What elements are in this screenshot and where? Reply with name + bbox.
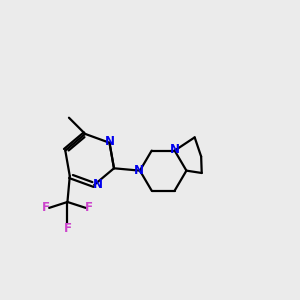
Text: N: N xyxy=(93,178,103,191)
Text: N: N xyxy=(134,164,144,177)
Text: N: N xyxy=(170,142,180,156)
Text: F: F xyxy=(85,201,93,214)
Text: F: F xyxy=(63,222,71,235)
Text: F: F xyxy=(42,201,50,214)
Text: N: N xyxy=(104,135,115,148)
